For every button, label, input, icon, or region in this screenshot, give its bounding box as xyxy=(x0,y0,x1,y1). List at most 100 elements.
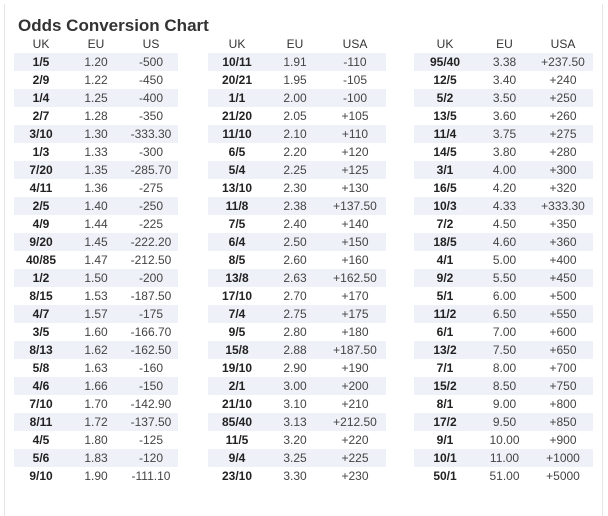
us-odds-cell: +237.50 xyxy=(533,53,593,71)
uk-odds-cell: 6/1 xyxy=(436,325,454,339)
eu-odds-cell: 1.60 xyxy=(84,325,108,339)
us-odds-cell: -105 xyxy=(342,73,368,87)
uk-odds-cell: 12/5 xyxy=(433,73,457,87)
eu-odds-cell: 1.62 xyxy=(68,341,124,359)
table-row: 21/10 3.10 +210 xyxy=(208,395,386,413)
us-odds-cell: -275 xyxy=(138,181,164,195)
table-row: 7/5 2.40 +140 xyxy=(208,215,386,233)
table-row: 8/1 9.00 +800 xyxy=(414,395,593,413)
table-row: 5/1 6.00 +500 xyxy=(414,287,593,305)
us-odds-cell: -500 xyxy=(124,53,178,71)
table-row: 7/10 1.70 -142.90 xyxy=(14,395,178,413)
uk-odds-cell: 20/21 xyxy=(221,73,253,87)
table-row: 8/13 1.62 -162.50 xyxy=(14,341,178,359)
table-row: 17/10 2.70 +170 xyxy=(208,287,386,305)
us-odds-cell: +150 xyxy=(324,233,386,251)
eu-odds-cell: 1.22 xyxy=(84,73,108,87)
us-odds-cell: +125 xyxy=(324,161,386,179)
eu-odds-cell: 1.36 xyxy=(84,181,108,195)
eu-odds-cell: 1.35 xyxy=(68,161,124,179)
uk-odds-cell: 18/5 xyxy=(414,233,476,251)
uk-odds-cell: 15/2 xyxy=(414,377,476,395)
us-odds-cell: +140 xyxy=(341,217,369,231)
eu-odds-cell: 1.50 xyxy=(68,269,124,287)
uk-odds-cell: 95/40 xyxy=(414,53,476,71)
us-odds-cell: +300 xyxy=(533,161,593,179)
eu-odds-cell: 7.50 xyxy=(476,341,533,359)
us-odds-cell: +120 xyxy=(341,145,369,159)
uk-odds-cell: 1/1 xyxy=(208,89,266,107)
us-odds-cell: +600 xyxy=(549,325,577,339)
uk-odds-cell: 9/20 xyxy=(14,233,68,251)
uk-odds-cell: 5/1 xyxy=(436,289,454,303)
uk-odds-cell: 14/5 xyxy=(433,145,457,159)
eu-odds-cell: 2.90 xyxy=(283,361,307,375)
table-row: 8/5 2.60 +160 xyxy=(208,251,386,269)
eu-odds-cell: 1.95 xyxy=(283,73,307,87)
table-row: 5/8 1.63 -160 xyxy=(14,359,178,377)
table-row: 13/2 7.50 +650 xyxy=(414,341,593,359)
eu-odds-cell: 1.44 xyxy=(84,217,108,231)
eu-odds-cell: 3.60 xyxy=(492,109,517,123)
us-odds-cell: +210 xyxy=(341,397,369,411)
uk-odds-cell: 5/2 xyxy=(414,89,476,107)
uk-odds-cell: 5/8 xyxy=(32,361,50,375)
table-row: 21/20 2.05 +105 xyxy=(208,107,386,125)
us-odds-cell: +750 xyxy=(533,377,593,395)
us-odds-cell: +170 xyxy=(341,289,369,303)
table-row: 50/1 51.00 +5000 xyxy=(414,467,593,485)
eu-odds-cell: 2.05 xyxy=(283,109,307,123)
eu-odds-cell: 3.80 xyxy=(492,145,517,159)
uk-odds-cell: 16/5 xyxy=(433,181,457,195)
eu-odds-cell: 3.10 xyxy=(283,397,307,411)
table-row: 17/2 9.50 +850 xyxy=(414,413,593,431)
us-odds-cell: +212.50 xyxy=(324,413,386,431)
uk-odds-cell: 40/85 xyxy=(25,253,57,267)
uk-odds-cell: 2/9 xyxy=(32,73,50,87)
eu-odds-cell: 3.13 xyxy=(266,413,324,431)
table-row: 8/11 1.72 -137.50 xyxy=(14,413,178,431)
uk-odds-cell: 7/4 xyxy=(208,305,266,323)
us-odds-cell: -137.50 xyxy=(124,413,178,431)
eu-odds-cell: 3.30 xyxy=(283,469,307,483)
table-row: 13/5 3.60 +260 xyxy=(414,107,593,125)
uk-odds-cell: 10/11 xyxy=(208,53,266,71)
eu-odds-cell: 8.00 xyxy=(492,361,517,375)
eu-odds-cell: 5.00 xyxy=(492,253,517,267)
table-row: 11/10 2.10 +110 xyxy=(208,125,386,143)
eu-odds-cell: 2.10 xyxy=(266,125,324,143)
eu-odds-cell: 3.40 xyxy=(492,73,517,87)
us-odds-cell: -162.50 xyxy=(124,341,178,359)
table-header-row: UK EU US xyxy=(14,35,178,53)
eu-odds-cell: 2.63 xyxy=(266,269,324,287)
uk-odds-cell: 4/1 xyxy=(436,253,454,267)
us-odds-cell: +500 xyxy=(549,289,577,303)
table-row: 10/3 4.33 +333.30 xyxy=(414,197,593,215)
us-odds-cell: +190 xyxy=(341,361,369,375)
eu-odds-cell: 3.00 xyxy=(266,377,324,395)
header-eu: EU xyxy=(496,37,513,51)
eu-odds-cell: 6.50 xyxy=(476,305,533,323)
us-odds-cell: +180 xyxy=(341,325,369,339)
eu-odds-cell: 6.00 xyxy=(492,289,517,303)
table-row: 11/4 3.75 +275 xyxy=(414,125,593,143)
uk-odds-cell: 11/8 xyxy=(208,197,266,215)
eu-odds-cell: 1.33 xyxy=(84,145,108,159)
table-row: 1/2 1.50 -200 xyxy=(14,269,178,287)
table-row: 2/1 3.00 +200 xyxy=(208,377,386,395)
eu-odds-cell: 1.57 xyxy=(68,305,124,323)
table-row: 2/9 1.22 -450 xyxy=(14,71,178,89)
uk-odds-cell: 13/10 xyxy=(221,181,253,195)
us-odds-cell: +650 xyxy=(533,341,593,359)
uk-odds-cell: 2/5 xyxy=(14,197,68,215)
table-row: 12/5 3.40 +240 xyxy=(414,71,593,89)
uk-odds-cell: 1/5 xyxy=(14,53,68,71)
us-odds-cell: +260 xyxy=(549,109,577,123)
uk-odds-cell: 50/1 xyxy=(433,469,457,483)
eu-odds-cell: 4.60 xyxy=(476,233,533,251)
table-row: 3/5 1.60 -166.70 xyxy=(14,323,178,341)
uk-odds-cell: 7/5 xyxy=(228,217,246,231)
table-row: 20/21 1.95 -105 xyxy=(208,71,386,89)
us-odds-cell: -166.70 xyxy=(130,325,172,339)
us-odds-cell: +250 xyxy=(533,89,593,107)
